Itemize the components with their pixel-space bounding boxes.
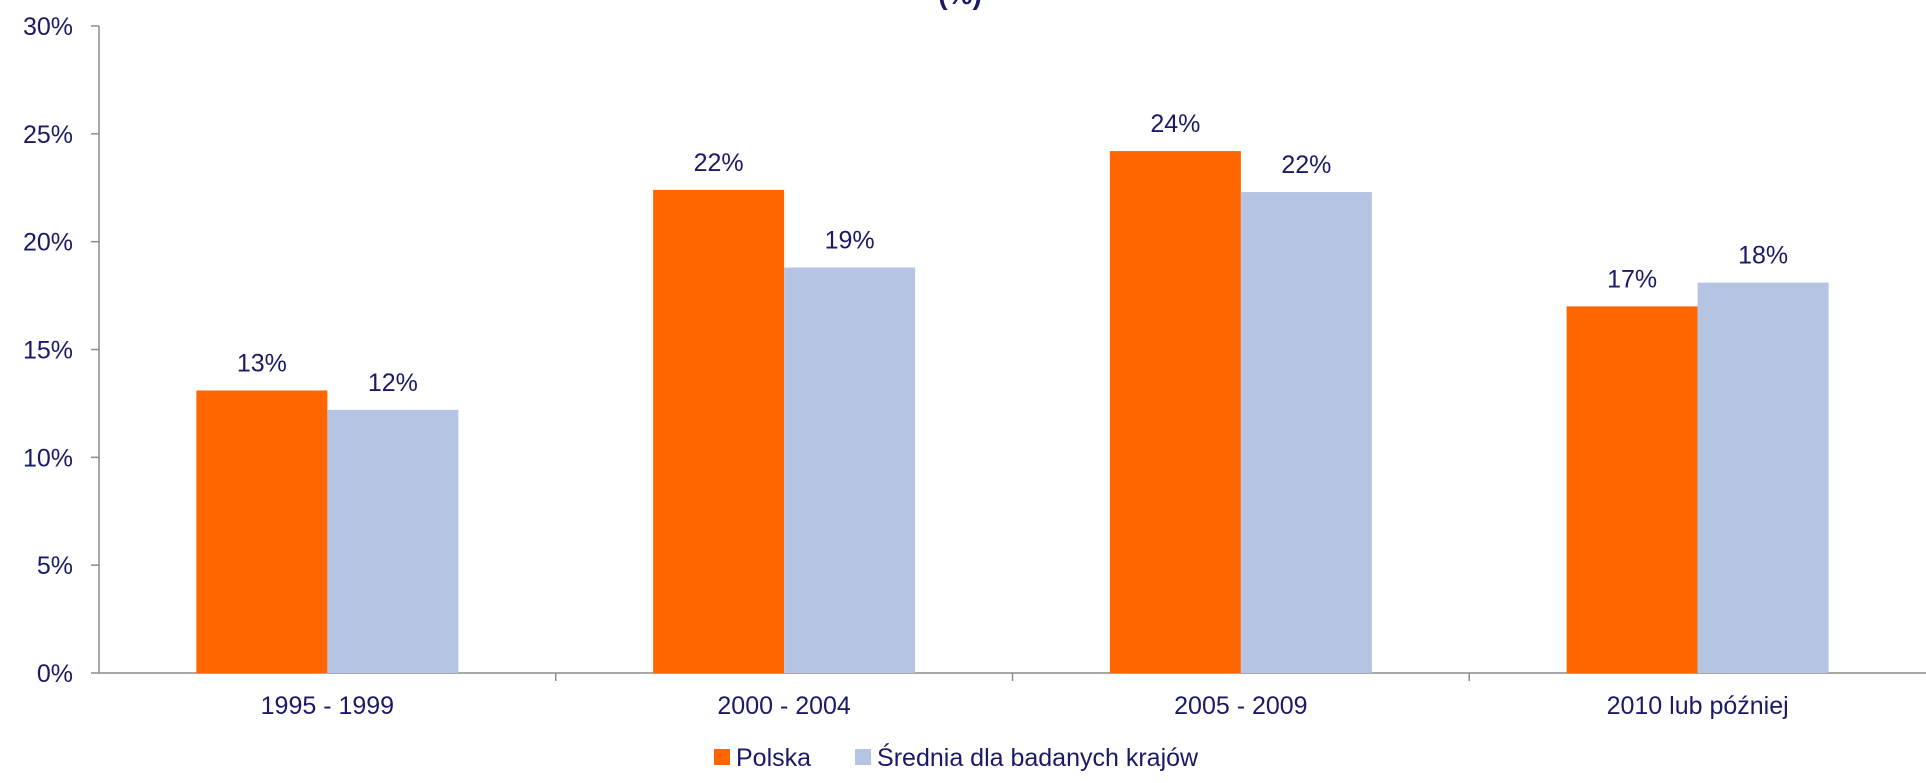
y-tick-label: 30% <box>23 13 73 41</box>
chart-bars <box>196 151 1829 673</box>
data-label: 22% <box>694 149 744 177</box>
bar-polska <box>1109 151 1241 673</box>
bar-polska <box>196 390 328 673</box>
data-label: 24% <box>1150 110 1200 138</box>
bar-srednia <box>327 409 459 673</box>
data-label: 19% <box>825 227 875 255</box>
x-tick-label: 1995 - 1999 <box>261 692 394 720</box>
bar-polska <box>653 189 785 673</box>
bar-srednia <box>1240 192 1372 673</box>
bar-srednia <box>784 267 916 673</box>
legend-label: Polska <box>736 744 811 772</box>
bar-srednia <box>1697 282 1829 673</box>
chart-axes: 0% 5% 10% 15% 20% 25% 30% 1995 - 1999 2000 - 200… <box>23 13 1926 720</box>
legend-swatch <box>855 749 872 765</box>
data-label: 12% <box>368 369 418 397</box>
bar-polska <box>1566 306 1698 673</box>
x-tick-label: 2010 lub później <box>1607 692 1789 720</box>
legend-swatch <box>714 749 730 765</box>
y-tick-label: 5% <box>37 552 73 580</box>
chart-data-labels: 13% 12% 22% 19% 24% 22% 17% 18% <box>237 110 1788 397</box>
y-tick-label: 0% <box>37 660 73 688</box>
chart-legend: Polska Średnia dla badanych krajów <box>714 742 1199 772</box>
x-tick-label: 2005 - 2009 <box>1174 692 1307 720</box>
data-label: 18% <box>1738 242 1788 270</box>
y-tick-label: 25% <box>23 121 73 149</box>
legend-label: Średnia dla badanych krajów <box>877 742 1199 772</box>
y-tick-label: 10% <box>23 444 73 472</box>
x-tick-label: 2000 - 2004 <box>717 692 851 720</box>
data-label: 17% <box>1607 265 1657 293</box>
y-tick-label: 15% <box>23 337 73 365</box>
y-tick-label: 20% <box>23 229 73 257</box>
data-label: 13% <box>237 349 287 377</box>
data-label: 22% <box>1281 151 1331 179</box>
chart-title: (%) <box>938 0 982 10</box>
